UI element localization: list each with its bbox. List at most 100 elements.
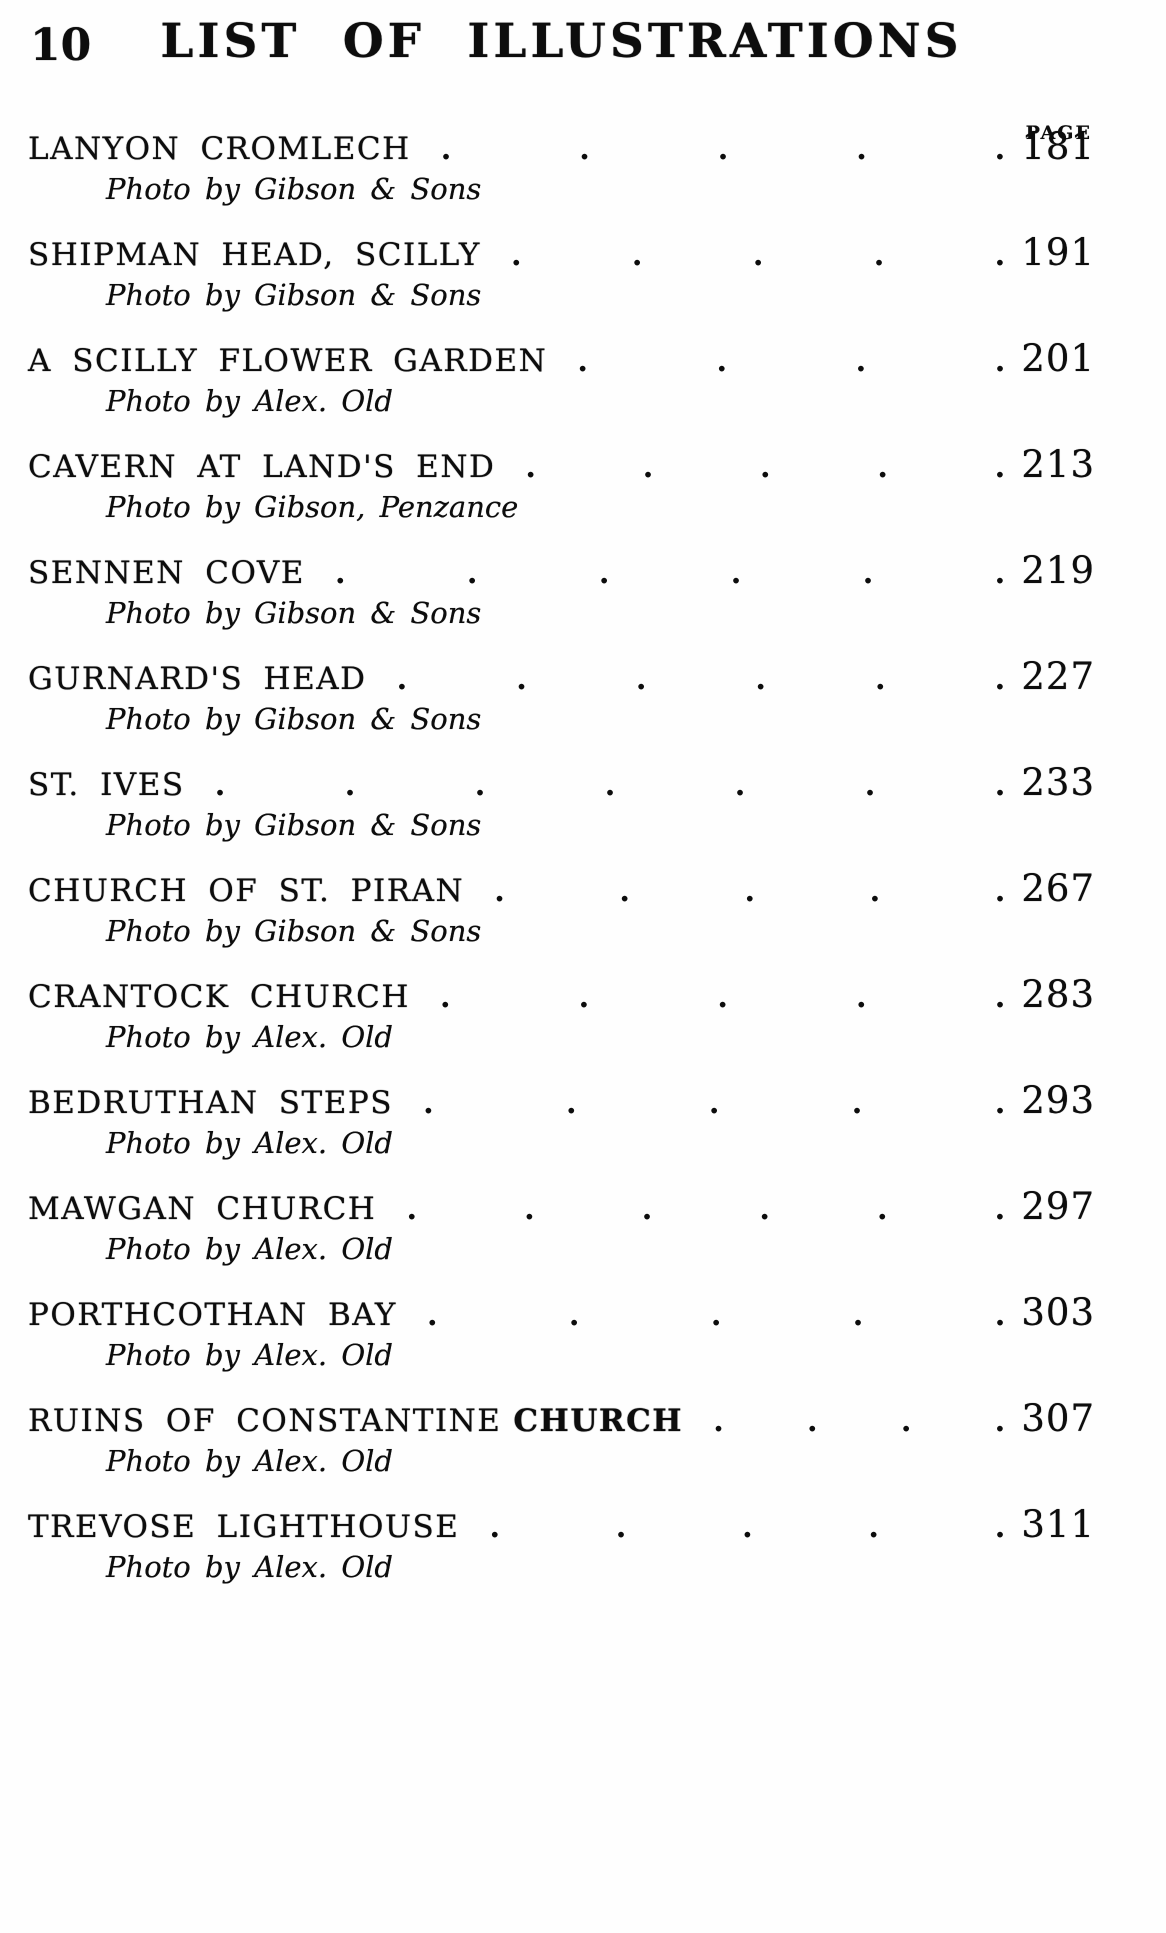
photo-credit: Photo by Gibson & Sons xyxy=(106,278,482,312)
entry-page-number: 181 xyxy=(1021,125,1095,168)
photo-credit: Photo by Alex. Old xyxy=(106,1020,393,1054)
illustration-title: SHIPMAN HEAD, SCILLY xyxy=(28,236,481,274)
folio-page-number: 10 xyxy=(30,20,92,71)
leader-dot: . xyxy=(713,1403,724,1439)
entry-page-number: 233 xyxy=(1021,761,1095,804)
entry-page-number: 227 xyxy=(1021,655,1095,698)
illustration-list: LANYON CROMLECH ..... 181 Photo by Gibso… xyxy=(28,0,1095,1585)
leader-dot: . xyxy=(334,555,346,591)
illustration-title-text: SHIPMAN HEAD, SCILLY xyxy=(28,237,481,273)
leader-dot: . xyxy=(868,1509,880,1545)
leader-dot: . xyxy=(494,873,505,909)
leader-dot: . xyxy=(466,555,478,591)
leader-dot: . xyxy=(474,767,486,803)
photo-credit: Photo by Alex. Old xyxy=(106,1126,393,1160)
leader-dot: . xyxy=(568,1297,580,1333)
leader-dots: ..... xyxy=(525,448,1005,486)
leader-dot: . xyxy=(877,449,889,485)
leader-dot: . xyxy=(994,1509,1006,1545)
leader-dot: . xyxy=(439,979,451,1015)
leader-dot: . xyxy=(755,661,767,697)
illustration-title-text: SENNEN COVE xyxy=(28,555,305,591)
leader-dot: . xyxy=(851,1085,863,1121)
leader-dot: . xyxy=(852,1297,864,1333)
leader-dot: . xyxy=(440,131,452,167)
leader-dot: . xyxy=(855,343,867,379)
leader-dot: . xyxy=(994,979,1006,1015)
entry-title-line: GURNARD'S HEAD ...... 227 xyxy=(28,658,1095,698)
leader-dots: ....... xyxy=(215,766,1006,804)
list-item: MAWGAN CHURCH ...... 297 Photo by Alex. … xyxy=(28,1188,1095,1267)
leader-dot: . xyxy=(710,1297,722,1333)
entry-page-number: 293 xyxy=(1021,1079,1095,1122)
leader-dot: . xyxy=(516,661,527,697)
leader-dot: . xyxy=(604,767,616,803)
leader-dots: ..... xyxy=(489,1508,1005,1546)
list-item: SHIPMAN HEAD, SCILLY ..... 191 Photo by … xyxy=(28,234,1095,313)
list-item: BEDRUTHAN STEPS ..... 293 Photo by Alex.… xyxy=(28,1082,1095,1161)
illustration-title-text: ST. IVES xyxy=(28,767,185,803)
entry-page-number: 311 xyxy=(1021,1503,1095,1546)
leader-dot: . xyxy=(994,661,1006,697)
leader-dot: . xyxy=(525,449,537,485)
illustration-title: BEDRUTHAN STEPS xyxy=(28,1084,393,1122)
entry-page-number: 201 xyxy=(1021,337,1095,380)
leader-dot: . xyxy=(994,873,1006,909)
leader-dot: . xyxy=(869,873,881,909)
entry-page-number: 191 xyxy=(1021,231,1095,274)
leader-dot: . xyxy=(730,555,742,591)
leader-dot: . xyxy=(615,1509,627,1545)
illustration-title: A SCILLY FLOWER GARDEN xyxy=(28,342,547,380)
entry-page-number: 267 xyxy=(1021,867,1095,910)
list-item: ST. IVES ....... 233 Photo by Gibson & S… xyxy=(28,764,1095,843)
leader-dot: . xyxy=(855,979,867,1015)
entry-title-line: MAWGAN CHURCH ...... 297 xyxy=(28,1188,1095,1228)
illustration-title-text: PORTHCOTHAN BAY xyxy=(28,1297,397,1333)
photo-credit: Photo by Gibson & Sons xyxy=(106,702,482,736)
leader-dot: . xyxy=(862,555,874,591)
leader-dot: . xyxy=(708,1085,720,1121)
leader-dots: ...... xyxy=(335,554,1006,592)
list-item: CRANTOCK CHURCH ..... 283 Photo by Alex.… xyxy=(28,976,1095,1055)
leader-dot: . xyxy=(716,343,728,379)
leader-dot: . xyxy=(994,131,1006,167)
leader-dot: . xyxy=(523,1191,535,1227)
photo-credit: Photo by Gibson, Penzance xyxy=(106,490,519,524)
leader-dot: . xyxy=(422,1085,434,1121)
leader-dots: ...... xyxy=(406,1190,1005,1228)
leader-dot: . xyxy=(744,873,756,909)
leader-dot: . xyxy=(631,237,643,273)
leader-dot: . xyxy=(864,767,876,803)
leader-dot: . xyxy=(994,767,1006,803)
illustration-title-text: CAVERN AT LAND'S END xyxy=(28,449,496,485)
leader-dot: . xyxy=(876,1191,888,1227)
illustration-title: GURNARD'S HEAD xyxy=(28,660,366,698)
entry-title-line: CRANTOCK CHURCH ..... 283 xyxy=(28,976,1095,1016)
leader-dot: . xyxy=(642,449,654,485)
leader-dots: .... xyxy=(577,342,1005,380)
illustration-title: SENNEN COVE xyxy=(28,554,305,592)
entry-title-line: CAVERN AT LAND'S END ..... 213 xyxy=(28,446,1095,486)
illustration-title: PORTHCOTHAN BAY xyxy=(28,1296,397,1334)
photo-credit: Photo by Alex. Old xyxy=(106,1232,393,1266)
illustration-title: CAVERN AT LAND'S END xyxy=(28,448,495,486)
photo-credit: Photo by Alex. Old xyxy=(106,1444,393,1478)
leader-dot: . xyxy=(396,661,408,697)
list-item: GURNARD'S HEAD ...... 227 Photo by Gibso… xyxy=(28,658,1095,737)
leader-dot: . xyxy=(344,767,356,803)
entry-title-line: TREVOSE LIGHTHOUSE ..... 311 xyxy=(28,1506,1095,1546)
photo-credit: Photo by Gibson & Sons xyxy=(106,172,482,206)
list-item: CAVERN AT LAND'S END ..... 213 Photo by … xyxy=(28,446,1095,525)
leader-dot: . xyxy=(717,131,729,167)
list-item: A SCILLY FLOWER GARDEN .... 201 Photo by… xyxy=(28,340,1095,419)
leader-dot: . xyxy=(406,1191,418,1227)
illustration-title-text: CRANTOCK CHURCH xyxy=(28,979,410,1015)
entry-title-line: LANYON CROMLECH ..... 181 xyxy=(28,128,1095,168)
entry-title-line: RUINS OF CONSTANTINE CHURCH .... 307 xyxy=(28,1400,1095,1440)
leader-dots: ..... xyxy=(440,978,1006,1016)
list-item: TREVOSE LIGHTHOUSE ..... 311 Photo by Al… xyxy=(28,1506,1095,1585)
leader-dot: . xyxy=(759,449,771,485)
leader-dots: ..... xyxy=(511,236,1006,274)
leader-dot: . xyxy=(214,767,226,803)
leader-dot: . xyxy=(856,131,867,167)
